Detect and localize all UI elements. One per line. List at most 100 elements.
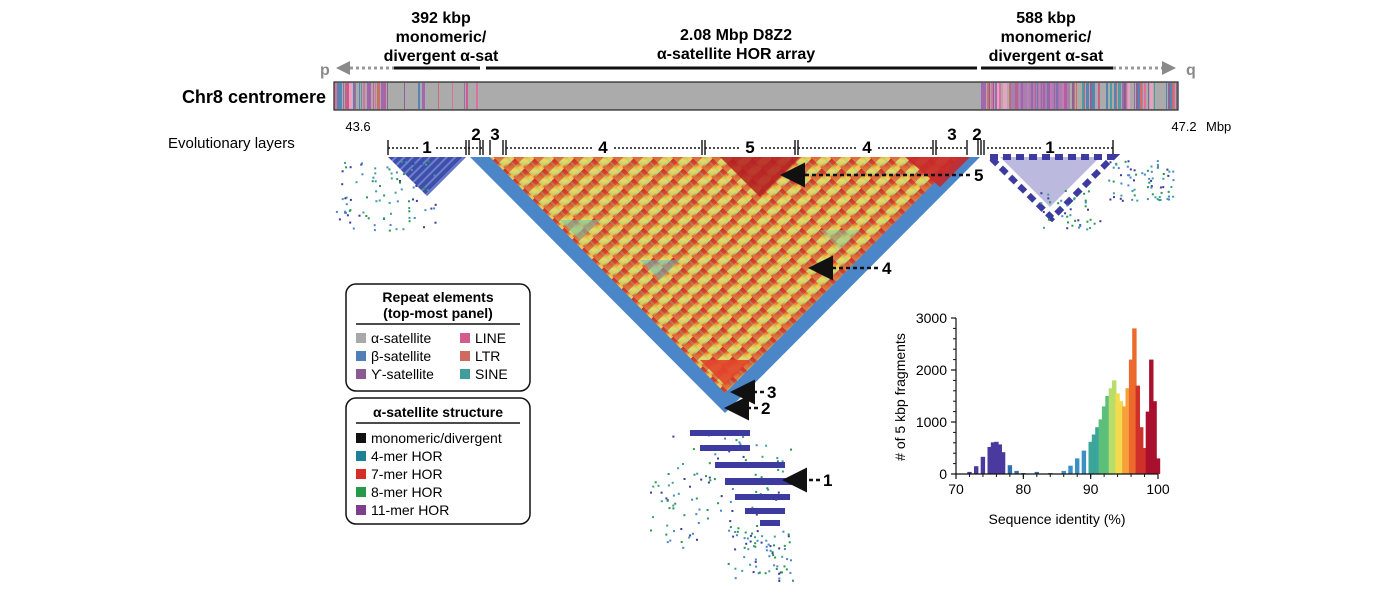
histogram-bar — [1075, 458, 1080, 474]
layer-numbers: 1 2 3 4 5 4 3 2 1 — [418, 125, 1059, 157]
legend-swatch — [356, 369, 366, 379]
histogram-bar — [1132, 328, 1137, 474]
histogram-bar — [1122, 406, 1127, 474]
histogram-bar — [967, 471, 972, 474]
legend-item-label: LINE — [475, 330, 506, 346]
histogram-bar — [1115, 393, 1120, 474]
track-end-label: 47.2 — [1171, 119, 1196, 134]
legend-swatch — [356, 351, 366, 361]
legend-structure: α-satellite structure monomeric/divergen… — [345, 397, 531, 525]
histogram-bar — [1000, 452, 1006, 474]
histogram-bar — [1098, 419, 1103, 474]
callout-label: 2 — [761, 399, 770, 418]
legend-item-label: SINE — [475, 366, 508, 382]
header-left-line2: monomeric/ — [396, 29, 487, 46]
histogram-y-tick-label: 0 — [939, 466, 947, 482]
track-start-label: 43.6 — [345, 119, 370, 134]
histogram-bar — [1095, 427, 1100, 474]
legend-swatch — [356, 487, 366, 497]
callout-label: 1 — [823, 471, 832, 490]
left-layer1-block — [388, 157, 466, 196]
header-right-block: 588 kbp monomeric/ divergent α-sat — [989, 10, 1104, 65]
histogram-bar — [1142, 448, 1147, 474]
histogram-bar — [1145, 411, 1151, 474]
histogram-y-tick-label: 3000 — [916, 310, 947, 326]
callout-arrows — [724, 162, 970, 493]
legend-item-label: LTR — [475, 348, 500, 364]
histogram-bar — [1108, 388, 1114, 474]
histogram-bar — [997, 444, 1002, 474]
legend-repeats-title2: (top-most panel) — [383, 305, 493, 321]
p-arm-label: p — [320, 62, 330, 79]
side-blocks — [335, 154, 1175, 582]
legend-swatch — [356, 451, 366, 461]
legend-item-label: ϒ-satellite — [371, 366, 434, 382]
legend-item-label: 7-mer HOR — [371, 466, 443, 482]
layer-label: 1 — [422, 138, 431, 157]
layer-label: 2 — [471, 125, 480, 144]
histogram-bar — [1152, 401, 1157, 474]
histogram-bar — [1139, 427, 1144, 474]
layers-title: Evolutionary layers — [168, 135, 295, 152]
header-right-line1: 588 kbp — [1016, 10, 1076, 27]
histogram-x-tick-label: 100 — [1146, 481, 1170, 497]
header-center-block: 2.08 Mbp D8Z2 α-satellite HOR array — [657, 27, 815, 63]
header-left-block: 392 kbp monomeric/ divergent α-sat — [384, 10, 499, 65]
callout-label: 4 — [882, 259, 892, 278]
histogram-bar — [1014, 470, 1019, 474]
layer-label: 3 — [490, 125, 499, 144]
header-right-line2: monomeric/ — [1001, 29, 1092, 46]
layer-label: 2 — [972, 125, 981, 144]
layer-label: 3 — [947, 125, 956, 144]
layer-label: 5 — [745, 138, 754, 157]
legend-repeats-title1: Repeat elements — [382, 289, 493, 305]
layer-label: 4 — [598, 138, 608, 157]
callout-labels: 5 4 3 2 1 — [761, 166, 983, 490]
histogram-bar — [1034, 471, 1039, 474]
histogram-bar — [1101, 406, 1107, 474]
histogram-y-tick-label: 2000 — [916, 362, 947, 378]
legend-repeats: Repeat elements (top-most panel) α-satel… — [345, 283, 531, 392]
callout-label: 3 — [767, 383, 776, 402]
legend-swatch — [460, 369, 470, 379]
header-center-line2: α-satellite HOR array — [657, 46, 815, 63]
bottom-layer1-block — [690, 430, 795, 526]
histogram-bar — [994, 441, 999, 474]
histogram-bar — [1088, 441, 1093, 474]
q-arrow-head-icon — [1162, 61, 1176, 75]
histogram-bar — [987, 447, 992, 474]
histogram-x-tick-label: 70 — [948, 481, 964, 497]
histogram-bar — [1118, 401, 1124, 474]
histogram-bar — [1007, 465, 1013, 474]
header-right-line3: divergent α-sat — [989, 48, 1104, 65]
q-arm-label: q — [1186, 62, 1196, 79]
histogram-bar — [1155, 458, 1161, 474]
legend-swatch — [356, 433, 366, 443]
layer-label: 4 — [862, 138, 872, 157]
histogram-bar — [980, 456, 986, 474]
legend-swatch — [356, 333, 366, 343]
histogram-x-tick-label: 80 — [1016, 481, 1032, 497]
histogram-bar — [1125, 388, 1130, 474]
histogram-bar — [1135, 385, 1140, 474]
legend-item-label: 4-mer HOR — [371, 448, 443, 464]
legend-swatch — [460, 333, 470, 343]
header-left-line1: 392 kbp — [411, 10, 471, 27]
legend-swatch — [460, 351, 470, 361]
histogram-bar — [1091, 434, 1097, 474]
legend-item-label: 8-mer HOR — [371, 484, 443, 500]
p-arm-arrow: p — [320, 61, 394, 79]
histogram-bar — [1061, 470, 1066, 474]
histogram-bar — [990, 442, 996, 474]
legend-swatch — [356, 469, 366, 479]
legend-swatch — [356, 505, 366, 515]
histogram-bar — [1105, 396, 1110, 474]
callout-label: 5 — [974, 166, 983, 185]
legend-structure-title: α-satellite structure — [373, 404, 503, 420]
histogram-y-tick-label: 1000 — [916, 414, 947, 430]
right-layer1-block — [982, 154, 1121, 223]
chr8-track — [333, 81, 1179, 111]
layer-label: 1 — [1045, 138, 1054, 157]
histogram-bar — [1068, 465, 1073, 474]
